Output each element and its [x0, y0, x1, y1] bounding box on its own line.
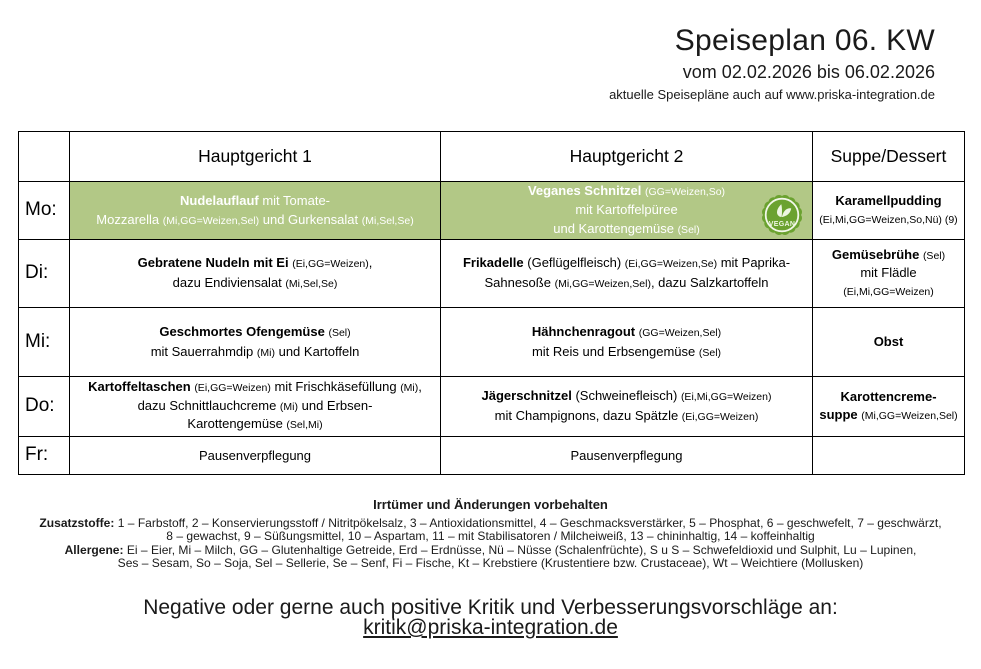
svg-text:VEGAN: VEGAN	[769, 221, 795, 228]
